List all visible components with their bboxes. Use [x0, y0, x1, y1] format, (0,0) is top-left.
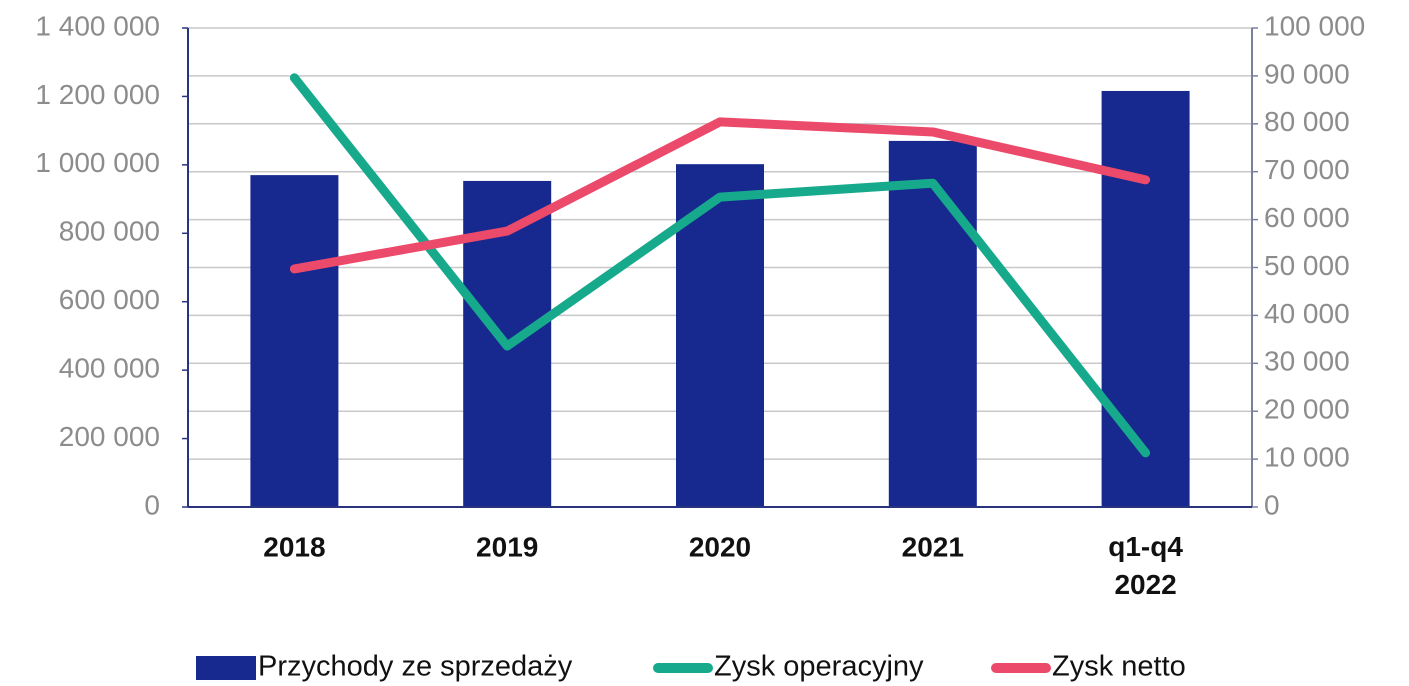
y2-tick-label: 100 000 [1264, 10, 1365, 41]
x-tick-label: q1-q4 2022 [1108, 531, 1183, 600]
y-tick-label: 200 000 [59, 421, 160, 452]
y2-tick-label: 90 000 [1264, 58, 1350, 89]
y2-tick-label: 50 000 [1264, 250, 1350, 281]
y-tick-label: 1 000 000 [35, 147, 160, 178]
legend-label: Zysk netto [1052, 651, 1186, 683]
y2-tick-label: 80 000 [1264, 106, 1350, 137]
bar [1101, 90, 1190, 507]
x-tick-label: 2021 [902, 531, 964, 562]
y-tick-label: 0 [144, 489, 160, 520]
line [289, 73, 1151, 458]
y2-tick-label: 40 000 [1264, 298, 1350, 329]
x-tick-label: 2019 [476, 531, 538, 562]
y2-tick-label: 10 000 [1264, 441, 1350, 472]
legend-label: Przychody ze sprzedaży [258, 651, 573, 683]
y-tick-label: 1 200 000 [35, 79, 160, 110]
y2-tick-label: 70 000 [1264, 154, 1350, 185]
y-tick-label: 400 000 [59, 353, 160, 384]
y2-tick-label: 60 000 [1264, 202, 1350, 233]
x-tick-label: 2020 [689, 531, 751, 562]
y-tick-label: 600 000 [59, 284, 160, 315]
y2-tick-label: 20 000 [1264, 394, 1350, 425]
x-tick-label: 2018 [263, 531, 325, 562]
line [289, 117, 1151, 274]
bar [888, 140, 977, 507]
y2-tick-label: 0 [1264, 489, 1280, 520]
y2-tick-label: 30 000 [1264, 346, 1350, 377]
bar [250, 175, 339, 507]
y-tick-label: 1 400 000 [35, 10, 160, 41]
y-tick-label: 800 000 [59, 216, 160, 247]
legend-swatch [196, 656, 256, 680]
legend-label: Zysk operacyjny [714, 651, 924, 683]
